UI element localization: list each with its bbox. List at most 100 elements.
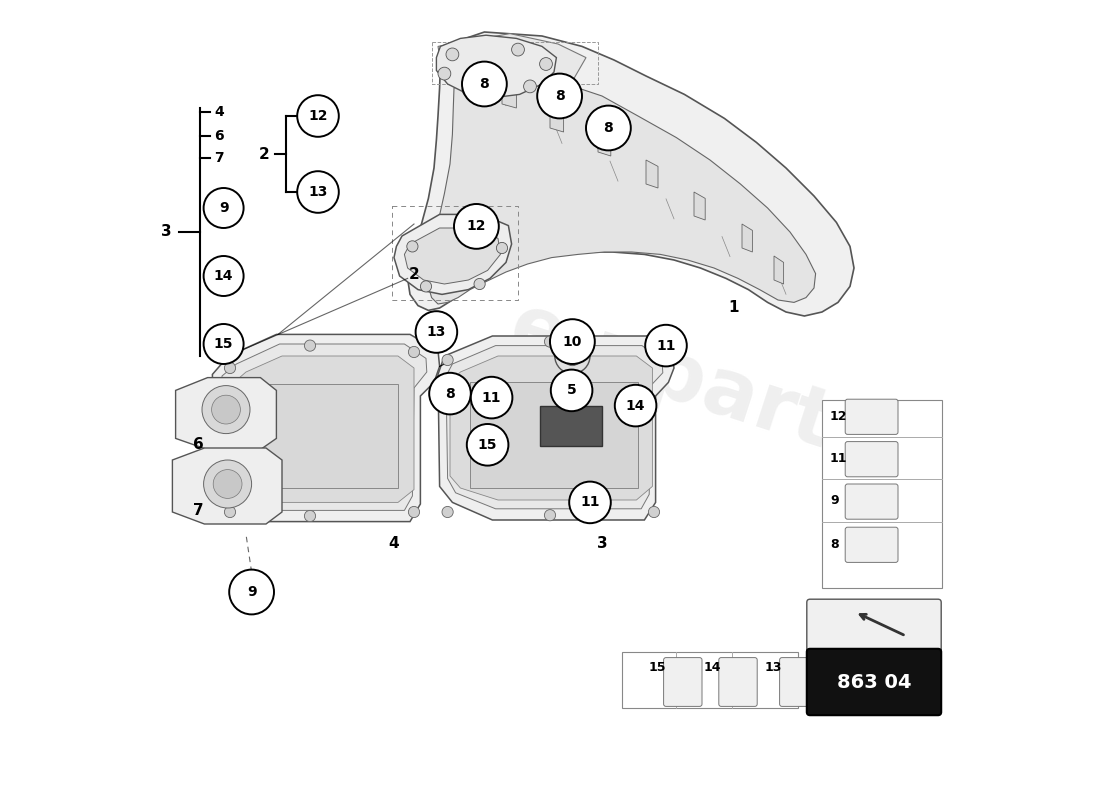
Text: 14: 14 xyxy=(626,398,646,413)
Text: 6: 6 xyxy=(214,129,223,143)
Circle shape xyxy=(204,324,243,364)
Circle shape xyxy=(563,346,582,366)
FancyBboxPatch shape xyxy=(822,400,942,588)
Text: 5: 5 xyxy=(566,383,576,398)
Text: 10: 10 xyxy=(563,334,582,349)
Circle shape xyxy=(646,325,686,366)
Polygon shape xyxy=(646,160,658,188)
Circle shape xyxy=(474,278,485,290)
Circle shape xyxy=(462,83,475,96)
FancyBboxPatch shape xyxy=(780,658,818,706)
Circle shape xyxy=(496,242,507,254)
Circle shape xyxy=(544,510,556,521)
Text: 4: 4 xyxy=(214,105,223,119)
Polygon shape xyxy=(428,76,815,304)
Text: 14: 14 xyxy=(704,661,722,674)
Circle shape xyxy=(550,319,595,364)
Circle shape xyxy=(408,506,419,518)
Circle shape xyxy=(551,370,593,411)
Polygon shape xyxy=(438,34,586,86)
Circle shape xyxy=(648,340,660,351)
FancyBboxPatch shape xyxy=(845,399,898,434)
Circle shape xyxy=(407,241,418,252)
Text: 2: 2 xyxy=(258,147,270,162)
Circle shape xyxy=(544,336,556,347)
Text: 9: 9 xyxy=(219,201,229,215)
Polygon shape xyxy=(540,406,602,446)
Text: 8: 8 xyxy=(446,386,455,401)
Text: 15: 15 xyxy=(648,661,666,674)
Text: 1: 1 xyxy=(728,301,739,315)
Circle shape xyxy=(438,67,451,80)
Circle shape xyxy=(512,43,525,56)
Text: 12: 12 xyxy=(830,410,847,422)
Circle shape xyxy=(442,506,453,518)
Text: 11: 11 xyxy=(657,338,675,353)
Polygon shape xyxy=(446,346,663,509)
FancyBboxPatch shape xyxy=(845,442,898,477)
Text: 12: 12 xyxy=(466,219,486,234)
Polygon shape xyxy=(742,224,752,252)
Text: 15: 15 xyxy=(477,438,497,452)
Text: 8: 8 xyxy=(604,121,614,135)
Text: 7: 7 xyxy=(214,151,223,166)
Text: eu-parts: eu-parts xyxy=(499,288,889,480)
FancyBboxPatch shape xyxy=(845,484,898,519)
Polygon shape xyxy=(222,344,427,510)
Polygon shape xyxy=(437,35,557,98)
Polygon shape xyxy=(212,334,440,522)
FancyBboxPatch shape xyxy=(663,658,702,706)
Text: 7: 7 xyxy=(192,503,204,518)
Circle shape xyxy=(648,506,660,518)
Circle shape xyxy=(464,217,475,228)
Text: 13: 13 xyxy=(427,325,447,339)
Circle shape xyxy=(429,373,471,414)
Circle shape xyxy=(204,256,243,296)
Circle shape xyxy=(305,340,316,351)
Polygon shape xyxy=(234,356,414,502)
Text: 13: 13 xyxy=(308,185,328,199)
Circle shape xyxy=(586,106,630,150)
Text: 9: 9 xyxy=(246,585,256,599)
Text: 8: 8 xyxy=(830,538,838,550)
Polygon shape xyxy=(173,448,282,524)
Circle shape xyxy=(229,570,274,614)
Circle shape xyxy=(213,470,242,498)
Text: a passion for parts since 1985: a passion for parts since 1985 xyxy=(447,154,814,294)
FancyBboxPatch shape xyxy=(806,649,942,715)
Circle shape xyxy=(524,80,537,93)
Circle shape xyxy=(204,188,243,228)
Polygon shape xyxy=(470,382,638,488)
Circle shape xyxy=(462,62,507,106)
Circle shape xyxy=(204,460,252,508)
Circle shape xyxy=(446,48,459,61)
Text: 14: 14 xyxy=(213,269,233,283)
Text: 4: 4 xyxy=(388,537,399,551)
Circle shape xyxy=(540,58,552,70)
Circle shape xyxy=(554,338,590,374)
Polygon shape xyxy=(694,192,705,220)
Circle shape xyxy=(442,354,453,366)
Circle shape xyxy=(297,171,339,213)
Circle shape xyxy=(416,311,458,353)
Circle shape xyxy=(420,281,431,292)
Circle shape xyxy=(224,362,235,374)
Text: 11: 11 xyxy=(482,390,502,405)
Text: 9: 9 xyxy=(830,494,838,507)
Text: 6: 6 xyxy=(192,437,204,451)
FancyBboxPatch shape xyxy=(845,527,898,562)
Text: 11: 11 xyxy=(581,495,600,510)
Text: 11: 11 xyxy=(830,452,847,465)
FancyBboxPatch shape xyxy=(718,658,757,706)
Polygon shape xyxy=(254,384,398,488)
Text: 13: 13 xyxy=(764,661,782,674)
Text: 8: 8 xyxy=(554,89,564,103)
Polygon shape xyxy=(405,228,500,284)
Circle shape xyxy=(537,74,582,118)
Circle shape xyxy=(569,482,611,523)
Text: 8: 8 xyxy=(480,77,490,91)
Text: 3: 3 xyxy=(161,225,172,239)
Polygon shape xyxy=(176,378,276,450)
Circle shape xyxy=(466,424,508,466)
Circle shape xyxy=(454,204,498,249)
